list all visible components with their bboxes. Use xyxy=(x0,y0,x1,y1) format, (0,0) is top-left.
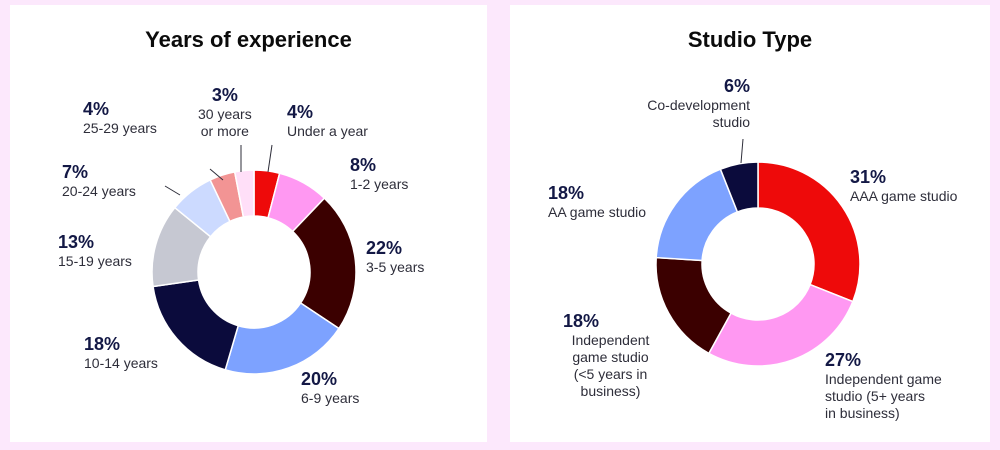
leader-line xyxy=(267,144,273,173)
category-label: 10-14 years xyxy=(84,355,158,371)
value-label: 4% xyxy=(287,102,314,122)
value-label: 31% xyxy=(850,167,887,187)
category-label: 6-9 years xyxy=(301,390,360,406)
experience-donut-chart xyxy=(151,144,357,375)
value-label: 20% xyxy=(301,369,338,389)
slice-label-20-24-years: 7% 20-24 years xyxy=(62,162,136,200)
donut-slice-10-14-years xyxy=(152,279,240,371)
category-label: 25-29 years xyxy=(83,120,157,136)
value-label: 8% xyxy=(350,155,377,175)
value-label: 18% xyxy=(84,334,121,354)
donut-slice-aaa-game-studio xyxy=(757,161,861,303)
value-label: 6% xyxy=(723,76,750,96)
donut-slice-independent-game-studio-5-years-in-business xyxy=(707,283,854,367)
value-label: 18% xyxy=(563,311,600,331)
value-label: 4% xyxy=(83,99,110,119)
slice-label-independent-under-5: 18% Independent game studio (<5 years in… xyxy=(563,311,658,400)
category-label: AAA game studio xyxy=(850,188,958,204)
category-label: Under a year xyxy=(287,123,368,139)
slice-label-30-years-or-more: 3% 30 years or more xyxy=(198,85,252,140)
category-label: 20-24 years xyxy=(62,183,136,199)
value-label: 18% xyxy=(548,183,585,203)
studio-type-donut-chart xyxy=(655,138,861,367)
leader-line xyxy=(164,185,181,196)
category-label: Independent game studio (<5 years in bus… xyxy=(571,332,650,399)
slice-label-aaa-game-studio: 31% AAA game studio xyxy=(850,167,957,205)
slice-label-1-2-years: 8% 1-2 years xyxy=(350,155,408,193)
slice-label-independent-5-plus: 27% Independent game studio (5+ years in… xyxy=(825,350,942,422)
leader-line xyxy=(740,138,744,164)
slice-label-6-9-years: 20% 6-9 years xyxy=(301,369,359,407)
donut-slice-co-development-studio xyxy=(719,161,759,213)
category-label: 30 years or more xyxy=(198,106,252,139)
slice-label-10-14-years: 18% 10-14 years xyxy=(84,334,158,372)
experience-chart-title: Years of experience xyxy=(145,27,352,52)
slice-label-co-development-studio: 6% Co-development studio xyxy=(630,76,750,131)
category-label: 15-19 years xyxy=(58,253,132,269)
value-label: 7% xyxy=(62,162,89,182)
category-label: Independent game studio (5+ years in bus… xyxy=(825,371,942,421)
slice-label-25-29-years: 4% 25-29 years xyxy=(83,99,157,137)
value-label: 27% xyxy=(825,350,862,370)
category-label: AA game studio xyxy=(548,204,647,220)
category-label: 1-2 years xyxy=(350,176,409,192)
slice-label-under-a-year: 4% Under a year xyxy=(287,102,368,140)
studio-type-chart-title: Studio Type xyxy=(687,27,813,52)
slice-label-aa-game-studio: 18% AA game studio xyxy=(548,183,646,221)
slice-label-3-5-years: 22% 3-5 years xyxy=(366,238,424,276)
value-label: 13% xyxy=(58,232,95,252)
value-label: 3% xyxy=(211,85,238,105)
slice-label-15-19-years: 13% 15-19 years xyxy=(58,232,132,270)
studio-type-chart-panel: Studio Type 31% AAA game studio 27% Inde… xyxy=(510,5,990,442)
category-label: Co-development studio xyxy=(647,97,750,130)
experience-chart-panel: Years of experience 4% Under a year 8% 1… xyxy=(10,5,487,442)
category-label: 3-5 years xyxy=(366,259,425,275)
value-label: 22% xyxy=(366,238,403,258)
leader-line xyxy=(209,168,224,181)
